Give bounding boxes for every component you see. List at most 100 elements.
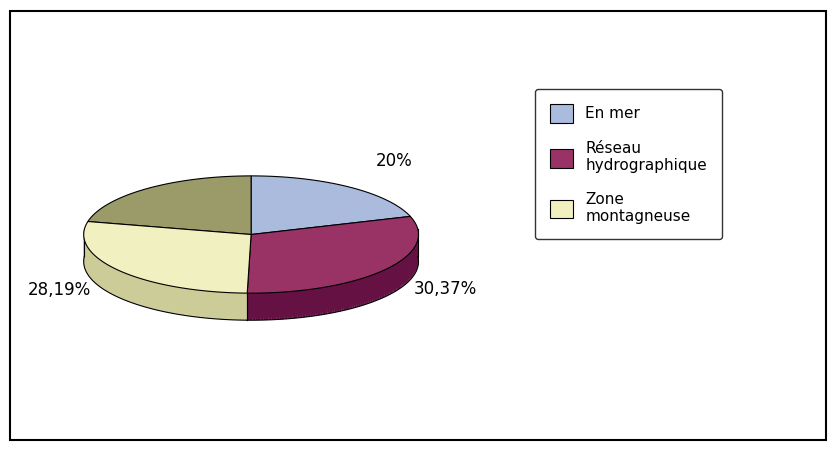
Polygon shape <box>154 282 155 300</box>
Polygon shape <box>320 288 323 304</box>
Polygon shape <box>227 293 230 317</box>
Polygon shape <box>110 266 111 285</box>
Polygon shape <box>392 265 393 289</box>
Polygon shape <box>162 284 164 291</box>
Polygon shape <box>255 293 257 308</box>
Polygon shape <box>117 270 118 285</box>
Polygon shape <box>212 292 215 297</box>
Polygon shape <box>142 279 144 281</box>
Polygon shape <box>387 267 389 290</box>
Polygon shape <box>196 290 198 294</box>
Polygon shape <box>114 268 115 295</box>
Polygon shape <box>121 272 123 298</box>
Polygon shape <box>313 289 315 292</box>
Polygon shape <box>101 261 102 283</box>
Polygon shape <box>222 292 225 302</box>
Polygon shape <box>273 292 277 297</box>
Polygon shape <box>348 282 350 297</box>
Polygon shape <box>334 285 336 295</box>
Polygon shape <box>389 267 390 289</box>
Polygon shape <box>146 280 148 299</box>
Polygon shape <box>186 289 189 307</box>
Polygon shape <box>308 290 310 311</box>
Polygon shape <box>294 291 298 300</box>
Polygon shape <box>203 291 205 292</box>
Polygon shape <box>96 257 97 270</box>
Polygon shape <box>359 279 360 297</box>
Polygon shape <box>215 292 217 303</box>
Polygon shape <box>128 274 130 279</box>
Polygon shape <box>271 293 273 299</box>
Polygon shape <box>125 273 126 283</box>
Polygon shape <box>222 292 225 311</box>
Polygon shape <box>292 291 294 295</box>
Polygon shape <box>95 256 96 281</box>
Polygon shape <box>164 285 166 289</box>
Polygon shape <box>136 277 138 294</box>
Polygon shape <box>128 274 130 300</box>
Polygon shape <box>377 272 379 290</box>
Polygon shape <box>177 287 180 304</box>
Polygon shape <box>162 284 164 312</box>
Polygon shape <box>268 293 271 304</box>
Polygon shape <box>118 270 120 275</box>
Polygon shape <box>345 282 348 304</box>
Polygon shape <box>350 281 352 295</box>
Polygon shape <box>100 260 101 284</box>
Polygon shape <box>175 287 177 298</box>
Polygon shape <box>381 271 383 280</box>
Polygon shape <box>182 288 184 292</box>
Polygon shape <box>356 280 359 299</box>
Polygon shape <box>148 281 150 288</box>
Polygon shape <box>305 290 308 305</box>
Polygon shape <box>154 282 155 303</box>
Polygon shape <box>162 284 164 289</box>
Polygon shape <box>327 286 329 300</box>
Polygon shape <box>112 267 114 272</box>
Polygon shape <box>101 261 102 272</box>
Polygon shape <box>164 285 166 309</box>
Polygon shape <box>128 274 130 281</box>
Polygon shape <box>126 274 128 284</box>
Polygon shape <box>336 285 339 293</box>
Polygon shape <box>105 264 107 275</box>
Polygon shape <box>352 281 354 308</box>
Polygon shape <box>384 269 385 278</box>
Polygon shape <box>154 282 155 302</box>
Polygon shape <box>160 284 162 296</box>
Polygon shape <box>182 288 184 299</box>
Polygon shape <box>257 293 260 295</box>
Polygon shape <box>117 270 118 293</box>
Polygon shape <box>294 291 298 299</box>
Polygon shape <box>268 293 271 317</box>
Polygon shape <box>334 285 336 299</box>
Polygon shape <box>407 254 408 261</box>
Polygon shape <box>366 276 368 300</box>
Polygon shape <box>396 263 397 280</box>
Polygon shape <box>146 280 148 282</box>
Polygon shape <box>402 258 403 278</box>
Polygon shape <box>118 270 120 295</box>
Polygon shape <box>130 275 131 284</box>
Polygon shape <box>257 293 260 311</box>
Polygon shape <box>164 285 166 292</box>
Polygon shape <box>239 293 242 297</box>
Polygon shape <box>339 284 341 309</box>
Polygon shape <box>210 291 212 296</box>
Polygon shape <box>118 270 120 286</box>
Polygon shape <box>196 290 198 297</box>
Polygon shape <box>212 292 215 295</box>
Polygon shape <box>138 278 140 305</box>
Polygon shape <box>318 288 320 308</box>
Polygon shape <box>138 278 140 284</box>
Polygon shape <box>237 293 239 303</box>
Polygon shape <box>292 291 294 305</box>
Polygon shape <box>152 282 154 308</box>
Polygon shape <box>203 291 205 304</box>
Polygon shape <box>225 292 227 306</box>
Polygon shape <box>387 267 389 289</box>
Polygon shape <box>220 292 222 317</box>
Polygon shape <box>399 261 400 284</box>
Polygon shape <box>300 290 303 299</box>
Polygon shape <box>225 292 227 305</box>
